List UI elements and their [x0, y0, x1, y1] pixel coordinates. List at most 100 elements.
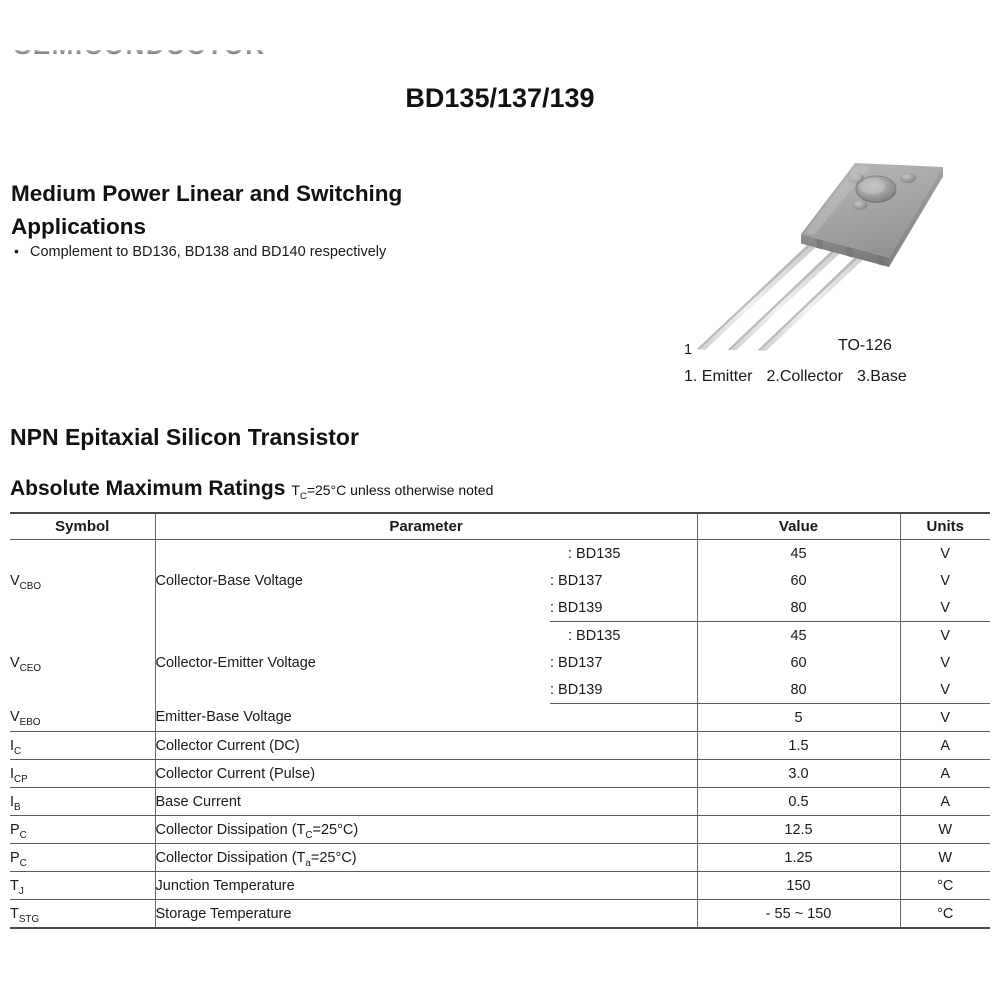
cell-device-variant: : BD139: [550, 676, 698, 704]
package-illustration: [660, 150, 1000, 400]
cell-device-variant: [550, 731, 698, 760]
cell-parameter: Junction Temperature: [154, 871, 550, 900]
cell-value: 80: [696, 676, 901, 704]
cell-parameter: Collector Current (Pulse): [154, 759, 550, 788]
table-row: ICP Collector Current (Pulse) 3.0 A: [10, 759, 991, 788]
parameter-text: Collector-Emitter Voltage: [155, 654, 316, 671]
symbol-base: P: [10, 849, 20, 866]
cell-parameter: Base Current: [154, 787, 550, 816]
table-row: PC Collector Dissipation (TC=25°C) 12.5 W: [10, 815, 991, 844]
cell-device-variant: [550, 899, 698, 929]
parameter-suffix: =25°C): [312, 821, 359, 838]
parameter-text: Storage Temperature: [155, 905, 292, 922]
symbol-subscript: CBO: [19, 580, 42, 592]
parameter-text: Collector Current (Pulse): [155, 765, 316, 782]
company-logo: SEMICONDUCTOR: [14, 50, 266, 62]
column-header-units: Units: [899, 512, 991, 540]
cell-units: V: [899, 649, 991, 676]
cell-value: 60: [696, 567, 901, 594]
package-leads: [697, 240, 884, 351]
symbol-base: V: [10, 709, 20, 726]
cell-device-variant: : BD137: [550, 572, 603, 589]
table-row: : BD139 80 V: [10, 676, 991, 704]
cell-units: V: [899, 621, 991, 649]
package-top-face: [801, 163, 943, 258]
cell-parameter: Collector Dissipation (Ta=25°C): [154, 843, 550, 872]
cell-device-variant: [550, 843, 698, 872]
parameter-text: Junction Temperature: [155, 877, 295, 894]
symbol-subscript: CEO: [19, 662, 42, 674]
parameter-subscript: a: [305, 857, 311, 869]
parameter-subscript: C: [305, 829, 313, 841]
pin-legend-collector: 2.Collector: [766, 368, 843, 385]
cell-device-variant: : BD135: [568, 627, 621, 644]
cell-parameter: Emitter-Base Voltage: [154, 703, 550, 732]
cell-value: - 55 ~ 150: [696, 899, 901, 929]
cell-value: 45: [696, 539, 901, 567]
cell-units: W: [899, 815, 991, 844]
symbol-subscript: STG: [18, 913, 40, 925]
parameter-text: Base Current: [155, 793, 241, 810]
column-header-value: Value: [696, 512, 901, 540]
pin-legend-emitter: 1. Emitter: [684, 368, 753, 385]
symbol-subscript: J: [18, 885, 24, 897]
package-side-face: [889, 167, 943, 267]
cell-device-variant: : BD137: [550, 654, 603, 671]
company-logo-text: SEMICONDUCTOR: [14, 50, 266, 61]
cell-symbol: IC: [10, 731, 155, 760]
parameter-prefix: Collector Dissipation (T: [155, 849, 306, 866]
cell-units: A: [899, 787, 991, 816]
cell-symbol: IB: [10, 787, 155, 816]
cell-parameter: Storage Temperature: [154, 899, 550, 929]
package-dimple-right: [900, 173, 916, 183]
cell-symbol: ICP: [10, 759, 155, 788]
package-dimple-bottom: [852, 200, 868, 210]
symbol-base: V: [10, 654, 20, 671]
cell-symbol: PC: [10, 843, 155, 872]
table-row: TJ Junction Temperature 150 °C: [10, 871, 991, 900]
symbol-subscript: CP: [14, 773, 28, 785]
cell-units: °C: [899, 899, 991, 929]
bullet-icon: •: [14, 243, 19, 259]
parameter-text: Collector-Base Voltage: [155, 572, 304, 589]
symbol-base: P: [10, 821, 20, 838]
ratings-note-subscript: C: [299, 490, 307, 502]
application-title: Medium Power Linear and Switching Applic…: [11, 181, 403, 239]
package-dimple-top-left: [848, 172, 864, 184]
cell-device-variant: : BD139: [550, 594, 698, 622]
page-title: BD135/137/139: [405, 83, 595, 113]
column-header-parameter: Parameter: [154, 512, 698, 540]
cell-value: 150: [696, 871, 901, 900]
table-row: PC Collector Dissipation (Ta=25°C) 1.25 W: [10, 843, 991, 872]
cell-parameter: Collector-Emitter Voltage: [154, 621, 550, 704]
cell-symbol: TSTG: [10, 899, 155, 929]
table-row: VCEO Collector-Emitter Voltage: BD135 45 V: [10, 621, 991, 704]
symbol-base: I: [10, 765, 15, 782]
cell-value: 5: [696, 703, 901, 732]
ratings-condition-note: TC=25°C unless otherwise noted: [291, 482, 493, 501]
device-type-heading: NPN Epitaxial Silicon Transistor: [10, 424, 359, 450]
cell-units: W: [899, 843, 991, 872]
pin-one-marker: 1: [684, 342, 693, 358]
parameter-prefix: Collector Dissipation (T: [155, 821, 306, 838]
cell-device-variant: [550, 815, 698, 844]
cell-symbol: VCEO: [10, 622, 155, 704]
to126-package-drawing: [697, 163, 943, 351]
table-row: IC Collector Current (DC) 1.5 A: [10, 731, 991, 760]
table-row: VCBO Collector-Base Voltage: BD135 45 V: [10, 539, 991, 622]
cell-value: 3.0: [696, 759, 901, 788]
cell-units: A: [899, 759, 991, 788]
cell-units: V: [899, 703, 991, 732]
cell-symbol: VEBO: [10, 703, 155, 732]
cell-units: A: [899, 731, 991, 760]
cell-device-variant: [550, 787, 698, 816]
ratings-note-symbol: T: [291, 482, 300, 498]
parameter-suffix: =25°C): [310, 849, 357, 866]
table-row: : BD139 80 V: [10, 594, 991, 622]
cell-value: 45: [696, 621, 901, 649]
cell-value: 1.25: [696, 843, 901, 872]
cell-value: 80: [696, 594, 901, 622]
symbol-subscript: C: [19, 857, 27, 869]
feature-bullet: • Complement to BD136, BD138 and BD140 re…: [14, 243, 574, 260]
cell-value: 60: [696, 649, 901, 676]
